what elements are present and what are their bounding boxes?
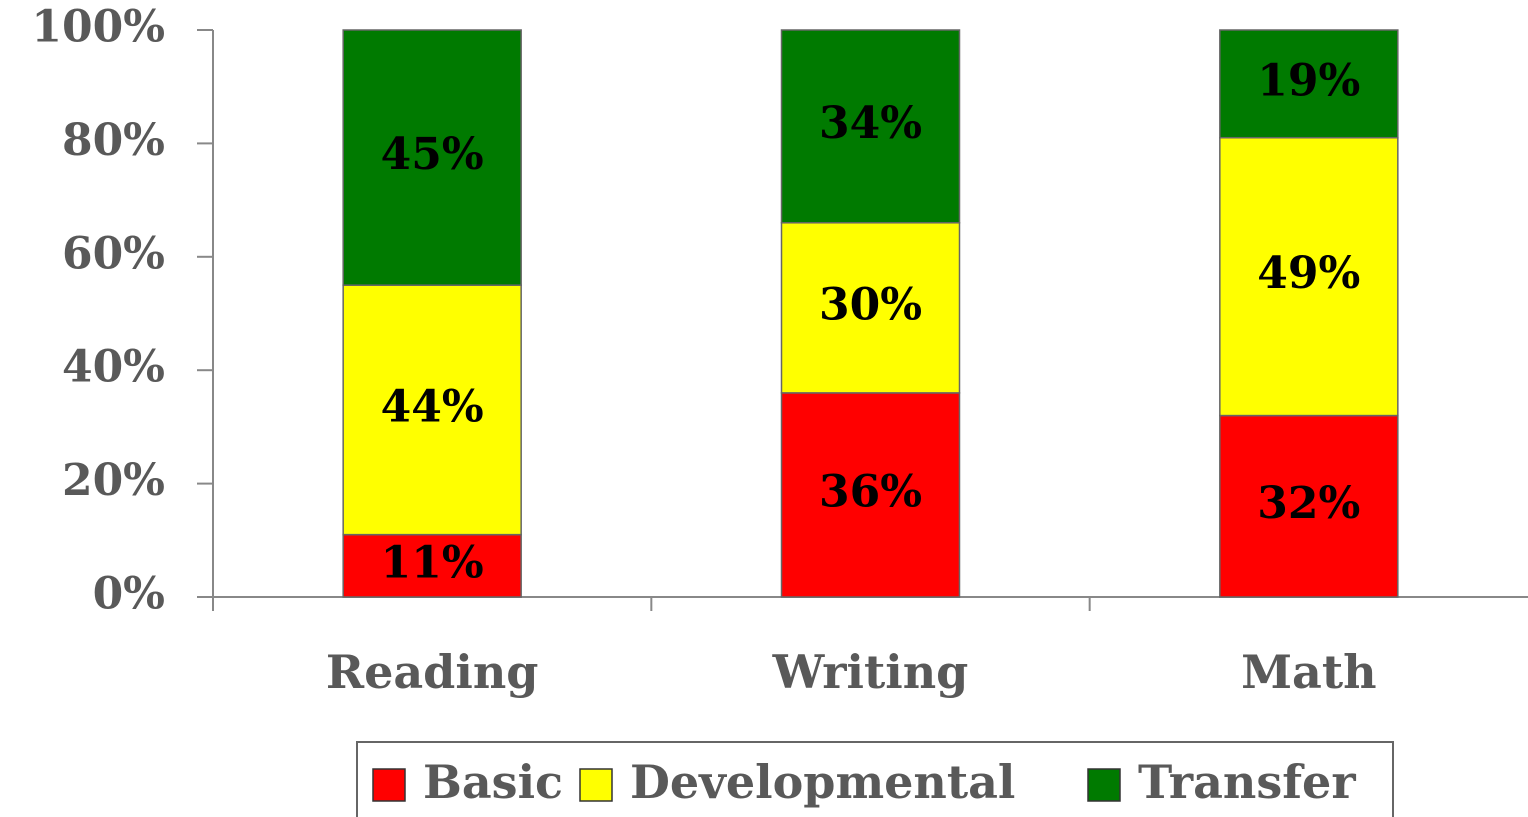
y-tick-label: 60%	[62, 228, 165, 279]
data-label: 19%	[1257, 55, 1360, 106]
bar-segment	[780, 392, 961, 598]
legend-label: Transfer	[1138, 755, 1356, 809]
y-tick-label: 40%	[62, 342, 165, 393]
bar-segment	[1219, 29, 1399, 139]
legend-swatch	[579, 768, 613, 802]
data-label: 32%	[1257, 478, 1360, 529]
legend-label: Developmental	[630, 755, 1015, 809]
bar-segment	[342, 533, 522, 598]
x-tick-label: Writing	[772, 645, 969, 699]
data-label: 11%	[381, 537, 484, 588]
legend-label: Basic	[423, 755, 563, 809]
bar-segment	[1219, 414, 1399, 598]
y-tick-label: 20%	[62, 455, 165, 506]
x-tick-label: Math	[1241, 645, 1376, 699]
bar-segment	[1219, 136, 1399, 417]
bar-segment	[342, 284, 522, 536]
data-label: 36%	[819, 466, 922, 517]
y-tick-label: 100%	[31, 2, 165, 53]
y-tick-label: 80%	[62, 115, 165, 166]
data-label: 30%	[819, 279, 922, 330]
y-tick-label: 0%	[93, 569, 165, 620]
data-label: 45%	[381, 129, 484, 180]
data-label: 44%	[381, 381, 484, 432]
legend-box	[356, 741, 1394, 817]
bar-segment	[780, 29, 961, 224]
data-label: 49%	[1257, 248, 1360, 299]
bar-segment	[342, 29, 522, 286]
data-label: 34%	[819, 98, 922, 149]
legend-swatch	[372, 768, 406, 802]
x-tick-label: Reading	[326, 645, 539, 699]
legend-swatch	[1087, 768, 1121, 802]
bar-segment	[780, 222, 961, 394]
